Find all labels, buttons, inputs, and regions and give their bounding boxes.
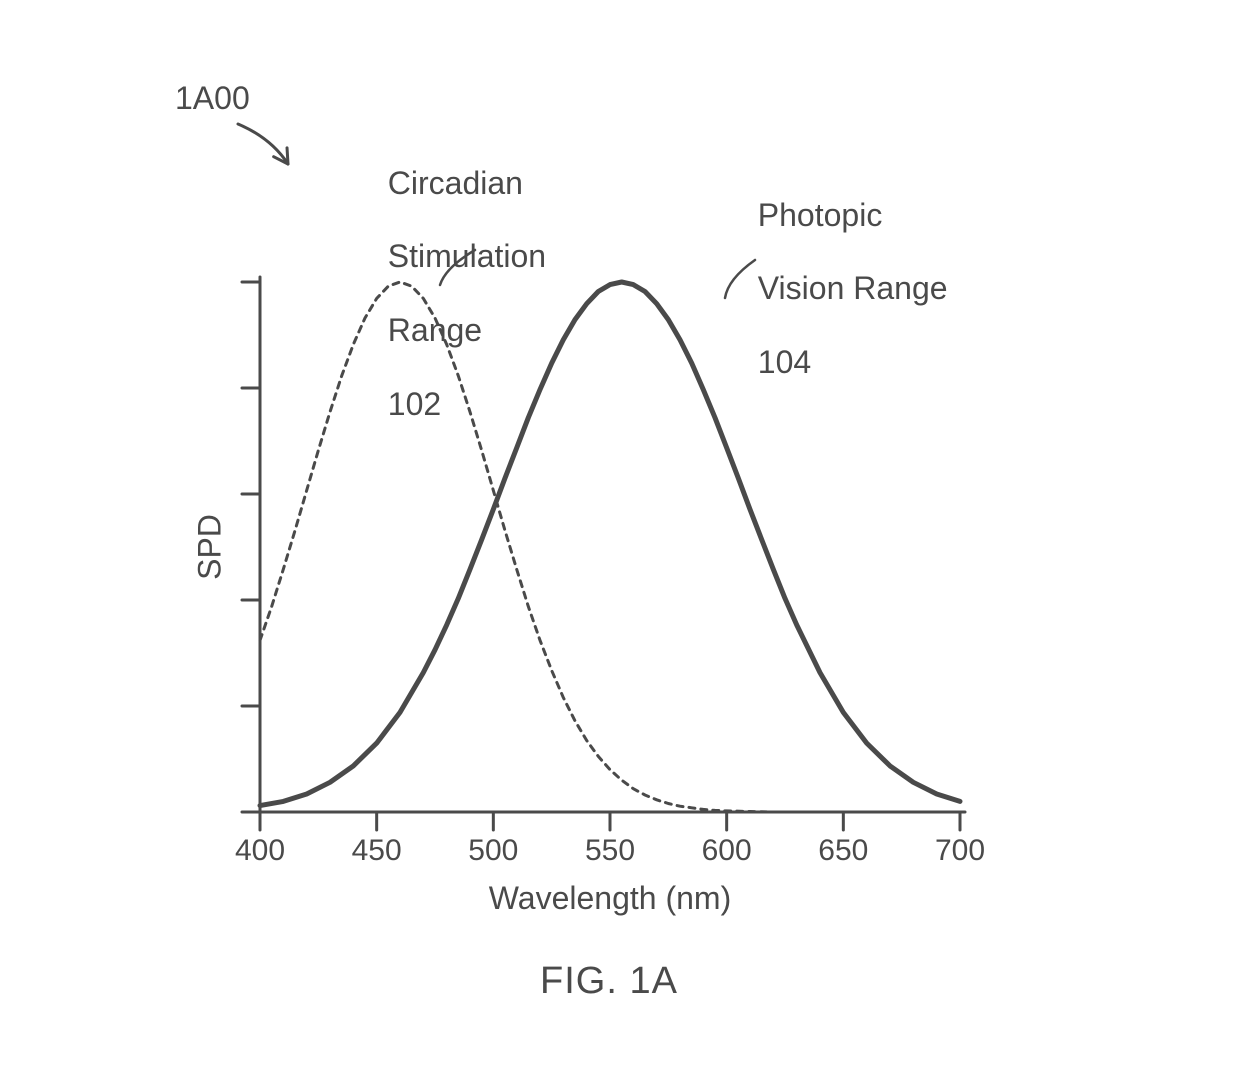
plot-svg [0, 0, 1240, 1081]
figure-page: { "figure_ref": { "label": "1A00", "x": … [0, 0, 1240, 1081]
